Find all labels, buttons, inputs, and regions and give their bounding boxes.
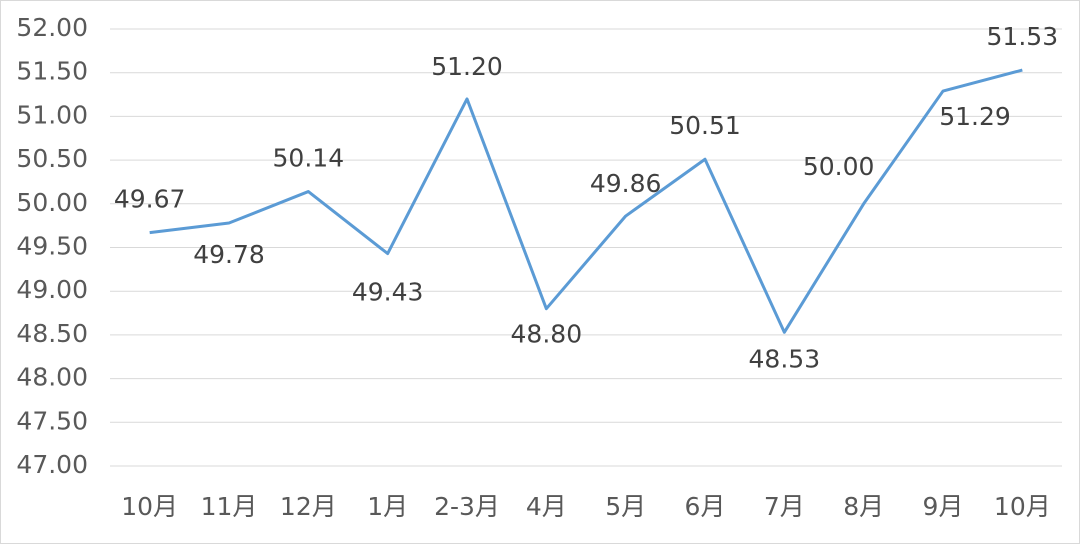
data-label: 49.86 bbox=[590, 169, 662, 198]
x-tick-label: 4月 bbox=[526, 492, 567, 521]
x-tick-label: 11月 bbox=[201, 492, 258, 521]
y-tick-label: 48.00 bbox=[16, 363, 88, 392]
y-tick-label: 49.50 bbox=[16, 232, 88, 261]
x-tick-label: 10月 bbox=[994, 492, 1051, 521]
data-label: 51.53 bbox=[987, 22, 1059, 51]
data-label: 48.53 bbox=[749, 344, 821, 373]
data-label: 51.29 bbox=[939, 102, 1011, 131]
x-tick-label: 6月 bbox=[685, 492, 726, 521]
data-label: 50.51 bbox=[669, 111, 741, 140]
y-tick-label: 47.00 bbox=[16, 450, 88, 479]
y-tick-label: 50.50 bbox=[16, 144, 88, 173]
data-label: 51.20 bbox=[431, 52, 503, 81]
x-tick-label: 7月 bbox=[764, 492, 805, 521]
data-label: 49.78 bbox=[193, 240, 265, 269]
data-label: 49.67 bbox=[114, 185, 186, 214]
x-tick-label: 12月 bbox=[280, 492, 337, 521]
data-line bbox=[149, 68, 1023, 334]
y-tick-label: 47.50 bbox=[16, 406, 88, 435]
y-tick-label: 48.50 bbox=[16, 319, 88, 348]
x-tick-label: 8月 bbox=[843, 492, 884, 521]
x-tick-label: 9月 bbox=[923, 492, 964, 521]
y-tick-label: 51.50 bbox=[16, 57, 88, 86]
data-label: 50.14 bbox=[273, 144, 345, 173]
x-tick-label: 2-3月 bbox=[434, 492, 500, 521]
x-tick-label: 5月 bbox=[605, 492, 646, 521]
x-tick-label: 1月 bbox=[367, 492, 408, 521]
y-tick-label: 51.00 bbox=[16, 100, 88, 129]
y-tick-label: 49.00 bbox=[16, 275, 88, 304]
y-tick-label: 50.00 bbox=[16, 188, 88, 217]
data-label: 49.43 bbox=[352, 278, 424, 307]
data-label: 48.80 bbox=[511, 320, 583, 349]
data-label: 50.00 bbox=[803, 152, 875, 181]
y-tick-label: 52.00 bbox=[16, 13, 88, 42]
x-tick-label: 10月 bbox=[121, 492, 178, 521]
